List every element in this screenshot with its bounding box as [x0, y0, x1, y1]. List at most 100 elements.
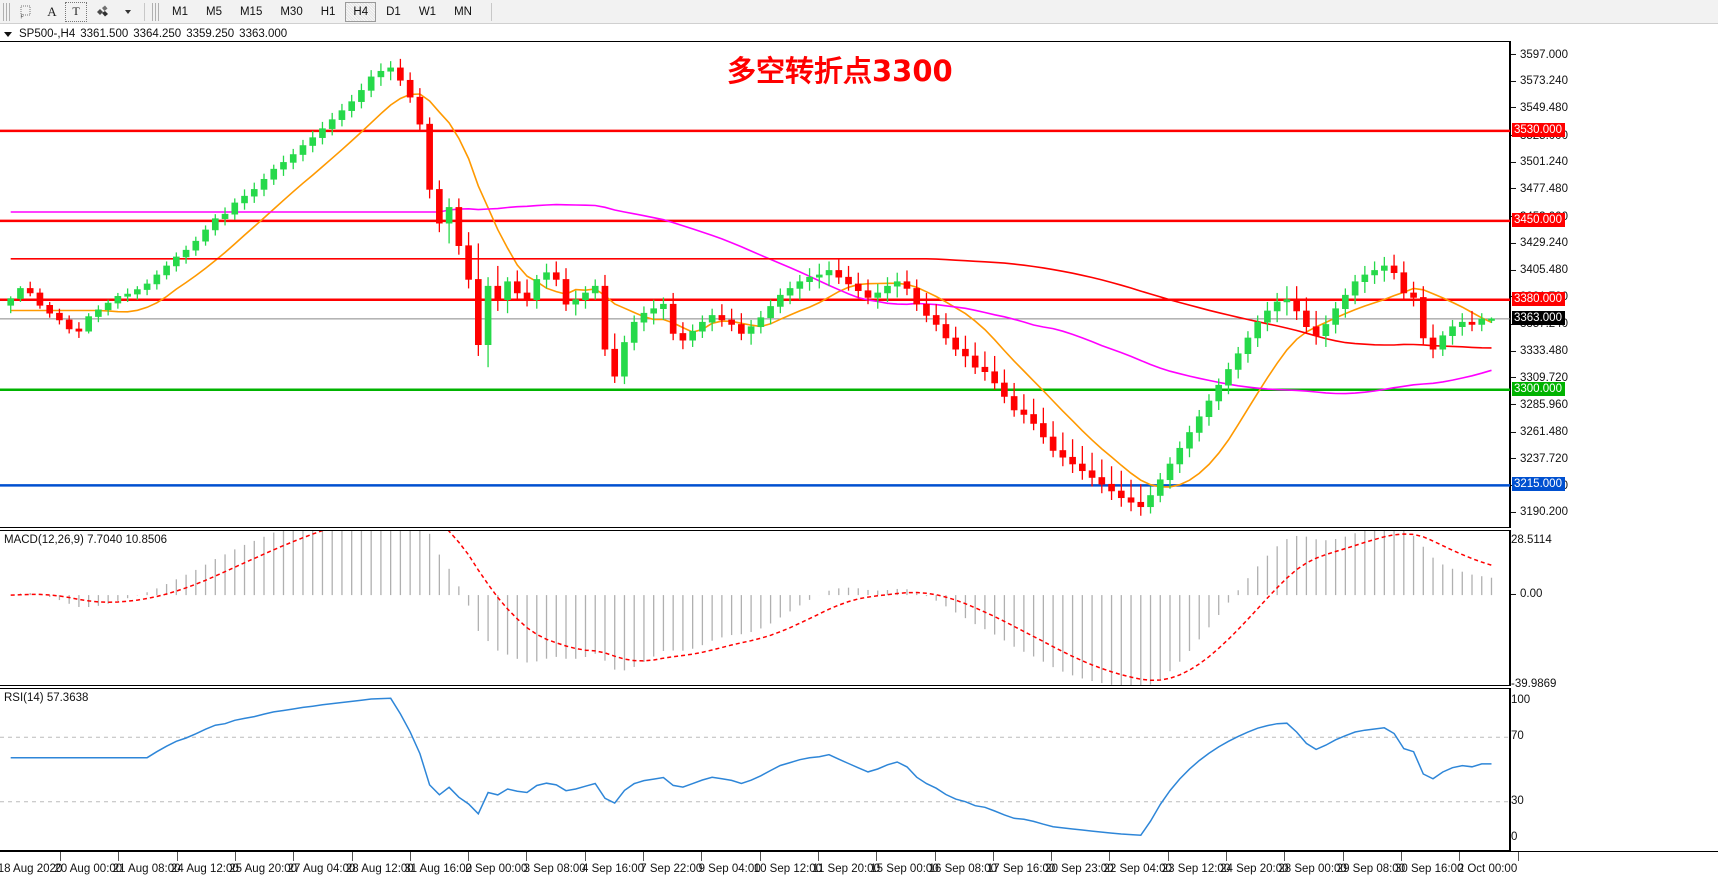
candle-body: [932, 315, 940, 325]
candle-body: [328, 119, 336, 129]
time-axis-tick-mark: [1167, 852, 1169, 861]
time-axis-label: 10 Sep 12:00: [753, 863, 823, 875]
rsi-axis[interactable]: 100 70 30 0: [1510, 688, 1718, 851]
price-axis[interactable]: 3597.0003573.2403549.4803525.0003501.240…: [1510, 41, 1718, 528]
rsi-panel[interactable]: RSI(14) 57.3638: [0, 688, 1510, 851]
time-axis-tick-mark: [1517, 852, 1519, 861]
toolbar-divider: [144, 2, 145, 21]
label-tool-icon[interactable]: T: [65, 1, 87, 22]
candle-body: [582, 292, 589, 300]
timeframe-w1[interactable]: W1: [418, 5, 437, 18]
candle-body: [971, 355, 979, 368]
time-axis-label: 24 Sep 20:00: [1220, 863, 1289, 875]
shapes-tool-icon[interactable]: [89, 2, 115, 22]
timeframe-m5[interactable]: M5: [205, 5, 222, 18]
candle-body: [767, 306, 774, 318]
candle-body: [1293, 299, 1300, 312]
time-axis-label: 2 Sep 00:00: [465, 863, 528, 875]
time-axis-tick-mark: [176, 852, 178, 861]
candle-body: [36, 292, 44, 306]
time-axis-label: 23 Sep 12:00: [1161, 863, 1231, 875]
time-axis-label: 16 Sep 08:00: [928, 863, 998, 875]
macd-axis-tick: 28.5114: [1511, 533, 1552, 546]
time-axis-tick-mark: [118, 852, 120, 861]
candle-body: [1410, 292, 1417, 298]
price-axis-tick: 3429.240: [1511, 237, 1568, 249]
candle-body: [1059, 450, 1067, 458]
ma-red-line: [10, 258, 1492, 349]
candle-body: [942, 324, 950, 339]
price-axis-tick: 3333.480: [1511, 345, 1568, 357]
candle-body: [825, 270, 833, 276]
time-axis-label: 20 Aug 00:00: [54, 863, 123, 875]
candle-body: [962, 348, 969, 357]
candle-body: [319, 128, 326, 138]
candle-body: [338, 110, 346, 120]
price-axis-tick: 3285.960: [1511, 398, 1568, 410]
chevron-down-icon[interactable]: [117, 2, 139, 22]
candle-body: [1361, 274, 1369, 282]
candle-body: [903, 281, 911, 289]
macd-axis[interactable]: 28.5114 0.00 -39.9869: [1510, 530, 1718, 690]
crosshair-icon[interactable]: F: [15, 2, 39, 22]
svg-text:F: F: [21, 14, 24, 19]
toolbar-grip[interactable]: [3, 2, 12, 21]
candle-body: [504, 281, 511, 300]
time-axis-tick-mark: [1109, 852, 1111, 861]
candle-body: [747, 326, 755, 334]
timeframe-m1[interactable]: M1: [172, 5, 188, 18]
text-tool-icon[interactable]: A: [47, 3, 57, 19]
candle-body: [299, 145, 307, 155]
time-axis-label: 22 Sep 04:00: [1103, 863, 1172, 875]
candle-body: [1225, 369, 1232, 386]
candle-body: [660, 303, 667, 309]
candle-body: [1010, 396, 1018, 411]
price-panel[interactable]: 多空转折点3300: [0, 41, 1510, 528]
candle-body: [699, 321, 706, 332]
chevron-down-icon[interactable]: [4, 31, 12, 37]
price-axis-tick: 3597.000: [1511, 48, 1568, 60]
ohlc-low: 3359.250: [186, 28, 235, 40]
candle-body: [777, 294, 784, 307]
candle-body: [1117, 490, 1125, 499]
rsi-axis-tick: 100: [1511, 693, 1531, 706]
time-axis-label: 3 Sep 08:00: [523, 863, 586, 875]
price-axis-tick: 3477.480: [1511, 183, 1568, 195]
candle-body: [923, 303, 930, 316]
candle-body: [1020, 409, 1028, 415]
candle-body: [1156, 479, 1164, 496]
time-axis-tick-mark: [468, 852, 470, 861]
price-axis-badge-3300.000: 3300.000: [1512, 381, 1565, 396]
candle-body: [1303, 310, 1310, 327]
timeframe-h1[interactable]: H1: [320, 5, 336, 18]
time-axis-tick-mark: [759, 852, 761, 861]
time-axis[interactable]: 18 Aug 2020 20 Aug 00:00 21 Aug 08:00 24 Au…: [0, 851, 1718, 893]
price-axis-tick: 3573.240: [1511, 75, 1568, 87]
candle-body: [1400, 272, 1408, 294]
candle-body: [513, 281, 521, 294]
timeframe-m30[interactable]: M30: [280, 5, 303, 18]
timeframe-h4[interactable]: H4: [345, 1, 377, 22]
candle-body: [757, 317, 765, 327]
timeframe-mn[interactable]: MN: [454, 5, 472, 18]
candle-body: [426, 123, 433, 190]
time-axis-tick-mark: [643, 852, 644, 861]
candle-body: [250, 189, 258, 197]
timeframe-d1[interactable]: D1: [386, 5, 401, 18]
rsi-plot: [0, 697, 1510, 836]
time-axis-tick-mark: [584, 852, 586, 861]
macd-plot: [10, 531, 1493, 685]
price-axis-tick: 3261.480: [1511, 426, 1568, 438]
chart-area[interactable]: 多空转折点3300 MACD(12,26,9) 7.7040 10.8506 R…: [0, 41, 1718, 893]
candle-body: [640, 312, 648, 323]
time-axis-label: 27 Aug 04:00: [287, 863, 356, 875]
candle-body: [465, 245, 472, 280]
timeframe-group-grip[interactable]: [152, 2, 161, 21]
timeframe-m15[interactable]: M15: [239, 5, 263, 18]
price-axis-tick: 3405.480: [1511, 264, 1568, 276]
macd-panel[interactable]: MACD(12,26,9) 7.7040 10.8506: [0, 530, 1510, 686]
candle-body: [1001, 382, 1008, 397]
time-axis-tick-mark: [817, 852, 819, 861]
candle-body: [1458, 321, 1466, 327]
candle-body: [289, 154, 297, 163]
